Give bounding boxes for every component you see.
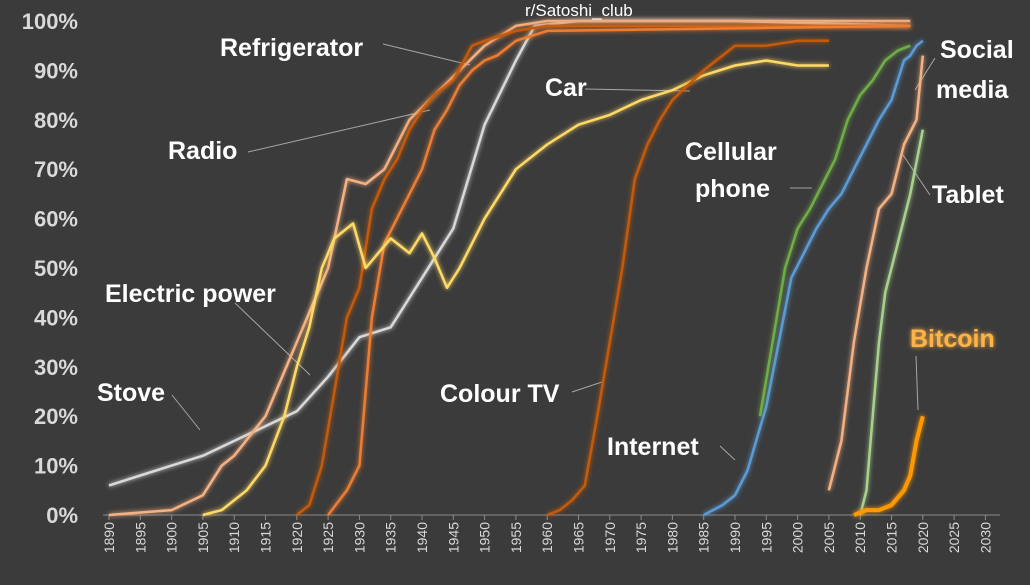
leader-line bbox=[914, 57, 936, 91]
label-media: media bbox=[936, 76, 1009, 104]
label-social: Social bbox=[940, 36, 1014, 64]
x-tick-label: 1990 bbox=[727, 522, 743, 553]
x-tick-label: 1985 bbox=[696, 522, 712, 553]
leader-line bbox=[571, 381, 603, 393]
x-tick-label: 1940 bbox=[414, 522, 430, 553]
x-tick-label: 1960 bbox=[539, 522, 555, 553]
label-internet: Internet bbox=[607, 433, 699, 461]
label-cellular: Cellular bbox=[685, 138, 777, 166]
x-tick-label: 2015 bbox=[884, 522, 900, 553]
y-tick-label: 30% bbox=[34, 355, 78, 380]
series-line-cellular-phone bbox=[758, 44, 911, 417]
series-line-tablet bbox=[858, 129, 925, 516]
x-tick-label: 1900 bbox=[164, 522, 180, 553]
label-car: Car bbox=[545, 74, 587, 102]
series-line-internet bbox=[703, 39, 924, 517]
label-radio: Radio bbox=[168, 137, 237, 165]
x-tick-label: 1965 bbox=[571, 522, 587, 553]
x-tick-label: 1910 bbox=[226, 522, 242, 553]
series-lines bbox=[108, 19, 925, 517]
leader-line bbox=[382, 43, 471, 66]
series-line-colour-tv bbox=[546, 39, 829, 517]
x-tick-label: 1935 bbox=[383, 522, 399, 553]
x-tick-label: 2000 bbox=[790, 522, 806, 553]
x-tick-label: 1925 bbox=[320, 522, 336, 553]
label-stove: Stove bbox=[97, 379, 165, 407]
leader-line bbox=[915, 355, 919, 411]
x-tick-label: 1955 bbox=[508, 522, 524, 553]
x-tick-label: 2030 bbox=[977, 522, 993, 553]
x-tick-label: 2005 bbox=[821, 522, 837, 553]
label-refrigerator: Refrigerator bbox=[220, 34, 363, 62]
y-tick-label: 40% bbox=[34, 305, 78, 330]
x-axis-ticks: 1890 1895 1900 1905 1910 1915 1920 1925 1930 1935… bbox=[101, 515, 993, 553]
y-axis-ticks: 0% 10% 20% 30% 40% 50% 60% 70% 80% 90% 100% bbox=[22, 9, 78, 528]
series-line-radio bbox=[296, 24, 911, 516]
label-bitcoin: Bitcoin bbox=[910, 325, 995, 353]
label-phone: phone bbox=[695, 175, 770, 203]
label-electric-power: Electric power bbox=[105, 280, 276, 308]
leader-line bbox=[719, 445, 736, 461]
series-line-electric-power bbox=[108, 19, 911, 517]
series-line-bitcoin bbox=[853, 415, 925, 517]
y-tick-label: 50% bbox=[34, 256, 78, 281]
label-colour-tv: Colour TV bbox=[440, 380, 560, 408]
series-line-stove bbox=[108, 19, 911, 487]
y-tick-label: 80% bbox=[34, 108, 78, 133]
label-tablet: Tablet bbox=[932, 181, 1004, 209]
x-tick-label: 1890 bbox=[101, 522, 117, 553]
y-tick-label: 60% bbox=[34, 207, 78, 232]
x-tick-label: 1950 bbox=[477, 522, 493, 553]
leader-line bbox=[902, 154, 931, 196]
series-line-car bbox=[202, 59, 829, 517]
x-tick-label: 1905 bbox=[195, 522, 211, 553]
y-tick-label: 10% bbox=[34, 454, 78, 479]
y-tick-label: 70% bbox=[34, 157, 78, 182]
x-tick-label: 1995 bbox=[758, 522, 774, 553]
x-tick-label: 1945 bbox=[445, 522, 461, 553]
x-tick-label: 2010 bbox=[852, 522, 868, 553]
x-tick-label: 1970 bbox=[602, 522, 618, 553]
x-tick-label: 1975 bbox=[633, 522, 649, 553]
x-tick-label: 1920 bbox=[289, 522, 305, 553]
x-tick-label: 2025 bbox=[946, 522, 962, 553]
x-tick-label: 1895 bbox=[132, 522, 148, 553]
y-tick-label: 20% bbox=[34, 404, 78, 429]
watermark: r/Satoshi_club bbox=[525, 1, 633, 20]
x-tick-label: 1980 bbox=[664, 522, 680, 553]
series-line-refrigerator bbox=[327, 24, 911, 516]
y-tick-label: 90% bbox=[34, 58, 78, 83]
series-line-social-media bbox=[827, 55, 925, 491]
leader-line bbox=[171, 394, 201, 431]
x-tick-label: 1915 bbox=[258, 522, 274, 553]
y-tick-label: 0% bbox=[46, 503, 78, 528]
y-tick-label: 100% bbox=[22, 9, 78, 34]
leader-line bbox=[247, 109, 431, 153]
x-tick-label: 2020 bbox=[915, 522, 931, 553]
x-tick-label: 1930 bbox=[351, 522, 367, 553]
